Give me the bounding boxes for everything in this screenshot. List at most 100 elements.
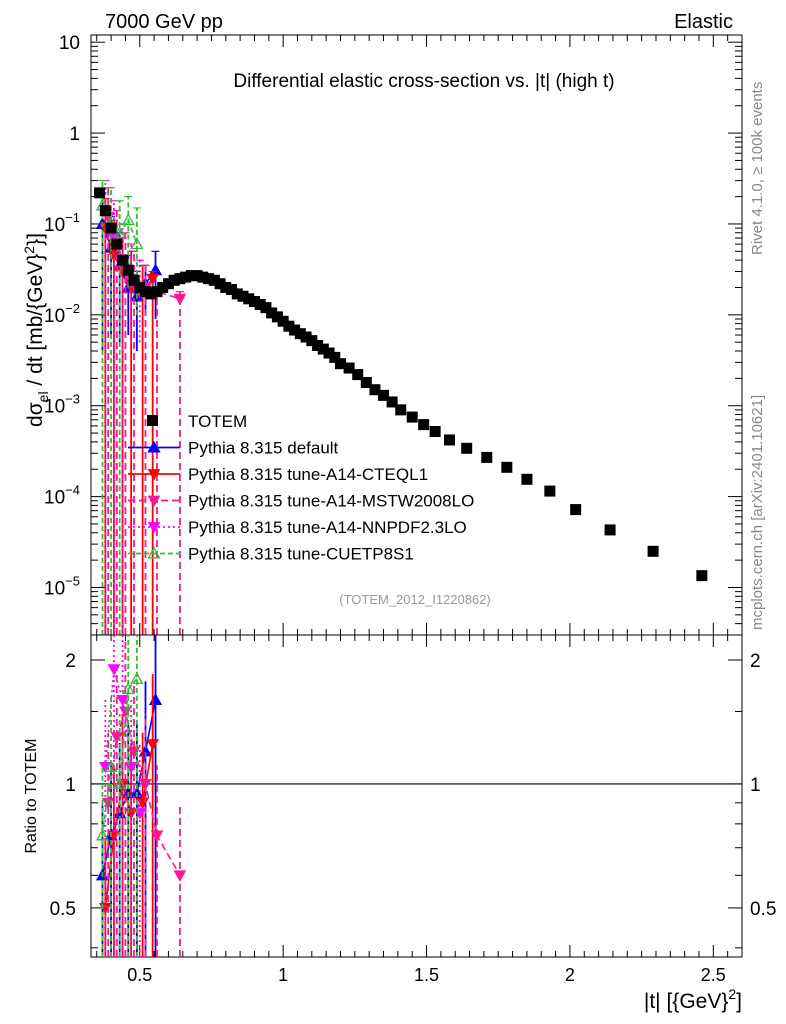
totem-point	[231, 288, 243, 300]
totem-point	[162, 278, 174, 290]
totem-point	[395, 404, 407, 416]
totem-point	[360, 377, 372, 389]
ratio-point	[113, 777, 127, 790]
ratio-point	[148, 693, 163, 705]
y-tick-exp: −4	[65, 483, 80, 498]
ratio-series-layer	[95, 635, 187, 957]
ratio-series-line	[101, 678, 138, 836]
ratio-point	[139, 779, 152, 791]
y-tick-base: 10	[44, 306, 65, 327]
totem-point	[570, 504, 582, 516]
totem-point	[604, 524, 616, 536]
legend-label: Pythia 8.315 tune-A14-NNPDF2.3LO	[188, 518, 467, 537]
y-tick-label: 10−5	[44, 573, 80, 599]
ratio-point	[150, 830, 164, 842]
x-label-main: |t| [{GeV}	[644, 990, 728, 1013]
y-tick-base: 10	[44, 215, 65, 236]
totem-point	[145, 288, 157, 300]
totem-point	[378, 389, 390, 401]
totem-point	[294, 328, 306, 340]
ratio-tick-label: 2	[65, 651, 76, 672]
series-point	[113, 225, 127, 238]
y-tick-label: 10	[59, 33, 80, 54]
legend-label: Pythia 8.315 tune-A14-MSTW2008LO	[188, 492, 474, 511]
totem-point	[266, 307, 278, 319]
y-tick-label: 10−4	[44, 483, 80, 509]
y-label-sub: el	[35, 391, 51, 402]
totem-point	[521, 473, 533, 485]
ratio-axis-ticks: 0.5 1 1.5 2 2.5 0.5 0.5 1 1 2 2	[50, 635, 776, 985]
ratio-tick-label-right: 0.5	[750, 899, 776, 920]
totem-point	[151, 286, 163, 298]
totem-point	[134, 281, 146, 293]
totem-point	[203, 273, 215, 285]
totem-point	[128, 274, 140, 286]
totem-point	[174, 273, 186, 285]
totem-point	[271, 311, 283, 323]
totem-point	[369, 384, 381, 396]
totem-point	[283, 320, 295, 332]
totem-point	[343, 362, 355, 374]
totem-point	[352, 369, 364, 381]
legend-symbol	[147, 546, 161, 559]
legend: TOTEM Pythia 8.315 default Pythia 8.315 tu…	[128, 412, 474, 564]
totem-point	[180, 271, 192, 283]
series-point	[148, 263, 163, 276]
ratio-point	[104, 760, 118, 772]
x-tick-label: 1.5	[414, 965, 439, 985]
y-tick-base: 10	[44, 578, 65, 599]
y-label-mid: / dt [mb/{GeV}	[24, 254, 47, 392]
totem-point	[481, 451, 493, 463]
totem-point	[418, 419, 430, 431]
y-tick-label: 10−3	[44, 392, 80, 418]
y-label-sigma: dσ	[24, 402, 47, 427]
totem-point	[197, 271, 209, 283]
totem-point	[443, 434, 455, 446]
totem-point	[94, 187, 106, 199]
totem-point	[386, 396, 398, 408]
legend-label: Pythia 8.315 default	[188, 439, 339, 458]
totem-point	[243, 293, 255, 305]
header-energy: 7000 GeV pp	[105, 11, 223, 33]
totem-point	[406, 411, 418, 423]
chart-title: Differential elastic cross-section vs. |…	[233, 71, 614, 92]
legend-symbol	[147, 469, 161, 481]
totem-point	[139, 286, 151, 298]
totem-point	[289, 324, 301, 336]
ratio-tick-label: 0.5	[50, 899, 76, 920]
ratio-point	[124, 762, 138, 774]
ratio-point	[121, 682, 135, 695]
totem-point	[429, 426, 441, 438]
y-tick-exp: −3	[65, 392, 80, 407]
main-panel: Differential elastic cross-section vs. |…	[44, 33, 743, 636]
analysis-label: (TOTEM_2012_I1220862)	[339, 592, 491, 607]
totem-point	[248, 296, 260, 308]
totem-point	[335, 358, 347, 370]
ratio-series-line	[104, 743, 154, 909]
legend-label: Pythia 8.315 tune-A14-CTEQL1	[188, 465, 428, 484]
ratio-point	[116, 695, 129, 707]
series-point	[173, 293, 187, 306]
y-axis-label: dσel / dt [mb/{GeV}2}]	[21, 233, 51, 427]
legend-symbol	[147, 440, 161, 453]
x-tick-label: 1	[278, 965, 288, 985]
legend-symbol	[147, 495, 161, 508]
legend-marker	[147, 415, 158, 426]
ratio-point	[146, 739, 160, 751]
y-tick-label: 10−1	[44, 210, 80, 236]
x-label-sup: 2	[728, 986, 736, 1002]
totem-point	[226, 284, 238, 296]
y-tick-base: 10	[44, 397, 65, 418]
y-tick-label: 10−2	[44, 301, 80, 327]
totem-point	[312, 339, 324, 351]
totem-point	[237, 290, 249, 302]
totem-point	[214, 278, 226, 290]
x-tick-label: 2	[565, 965, 575, 985]
ratio-point	[110, 732, 124, 744]
totem-point	[501, 461, 513, 473]
x-tick-label: 2.5	[701, 965, 726, 985]
totem-point	[99, 205, 111, 217]
y-tick-exp: −1	[65, 210, 80, 225]
